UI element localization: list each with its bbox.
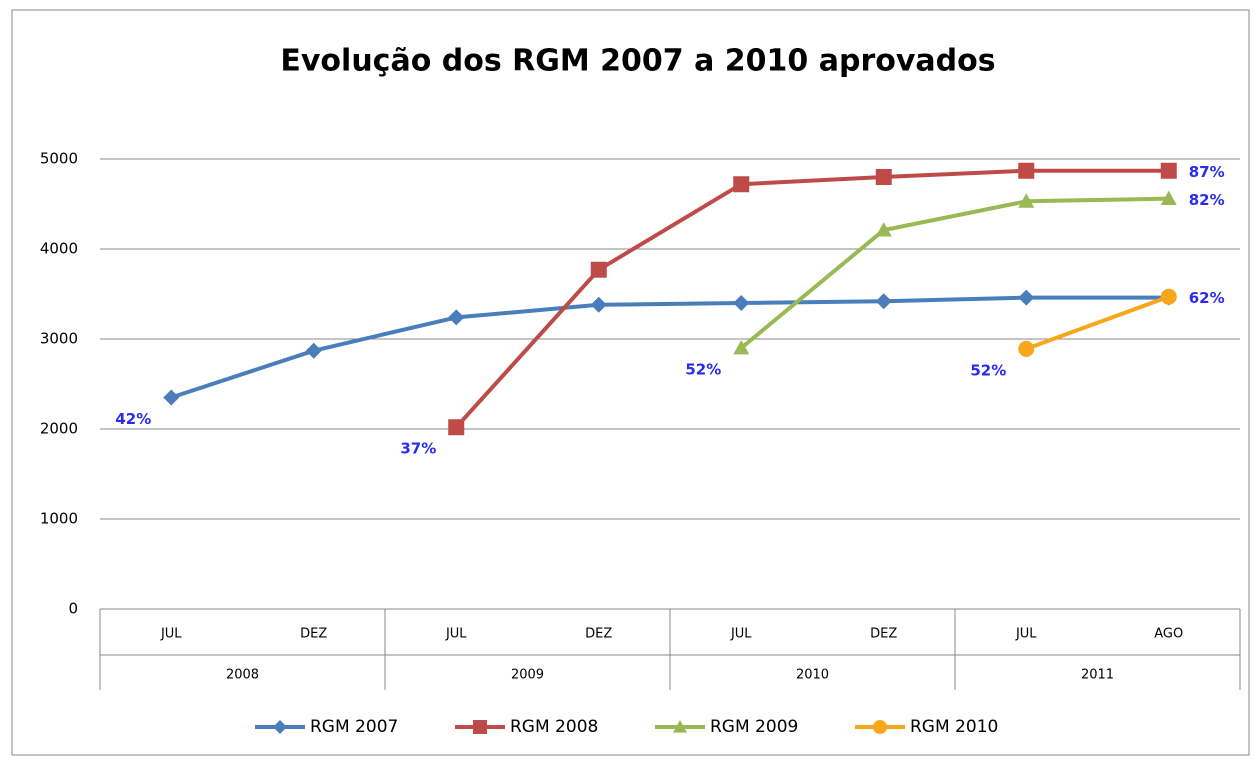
group-label: 2010: [796, 668, 829, 683]
x-tick-label: JUL: [1015, 627, 1037, 642]
legend-marker: [673, 720, 687, 733]
data-annotation: 87%: [1189, 163, 1225, 181]
data-point: [590, 261, 607, 278]
data-annotation: 62%: [1189, 289, 1225, 307]
line: [739, 196, 1169, 350]
chart-title: Evolução dos RGM 2007 a 2010 aprovados: [280, 44, 995, 79]
legend-label: RGM 2008: [510, 717, 598, 737]
y-tick-label: 0: [68, 600, 78, 618]
data-point: [1018, 289, 1035, 306]
data-annotation: 42%: [115, 410, 151, 428]
data-point: [1160, 190, 1177, 205]
data-annotation: 37%: [400, 440, 436, 458]
legend-label: RGM 2010: [910, 717, 998, 737]
data-point: [733, 295, 750, 311]
data-point: [733, 176, 750, 193]
data-annotation: 52%: [685, 361, 721, 379]
x-tick-label: DEZ: [585, 627, 612, 642]
y-tick-label: 2000: [40, 420, 78, 438]
line: [1025, 294, 1170, 351]
x-tick-label: JUL: [730, 627, 752, 642]
data-point: [305, 342, 322, 359]
x-tick-label: JUL: [445, 627, 467, 642]
data-point: [1018, 340, 1035, 357]
legend-marker: [473, 720, 487, 734]
legend-label: RGM 2009: [710, 717, 798, 737]
legend-label: RGM 2007: [310, 717, 398, 737]
data-annotation: 52%: [970, 361, 1006, 379]
x-tick-label: AGO: [1154, 627, 1183, 642]
y-tick-label: 5000: [40, 150, 78, 168]
data-point: [875, 169, 892, 185]
y-tick-label: 4000: [40, 240, 78, 258]
y-tick-label: 1000: [40, 510, 78, 528]
legend-marker: [273, 720, 287, 734]
data-point: [1160, 288, 1177, 305]
data-point: [1018, 193, 1035, 208]
data-point: [733, 340, 750, 355]
data-point: [875, 222, 892, 237]
line: [454, 168, 1169, 429]
x-tick-label: DEZ: [870, 627, 897, 642]
data-point: [448, 419, 465, 436]
group-label: 2009: [511, 668, 544, 683]
data-point: [590, 296, 607, 313]
x-tick-label: DEZ: [300, 627, 327, 642]
data-point: [875, 293, 892, 310]
data-point: [163, 389, 180, 406]
data-annotation: 82%: [1189, 191, 1225, 209]
legend-marker: [873, 720, 887, 734]
data-point: [448, 309, 465, 326]
y-tick-label: 3000: [40, 330, 78, 348]
line: [170, 295, 1169, 400]
x-tick-label: JUL: [160, 627, 182, 642]
group-label: 2008: [226, 668, 259, 683]
group-label: 2011: [1081, 668, 1114, 683]
data-point: [1018, 162, 1035, 179]
data-point: [1160, 162, 1177, 179]
chart-frame: [11, 9, 1250, 756]
